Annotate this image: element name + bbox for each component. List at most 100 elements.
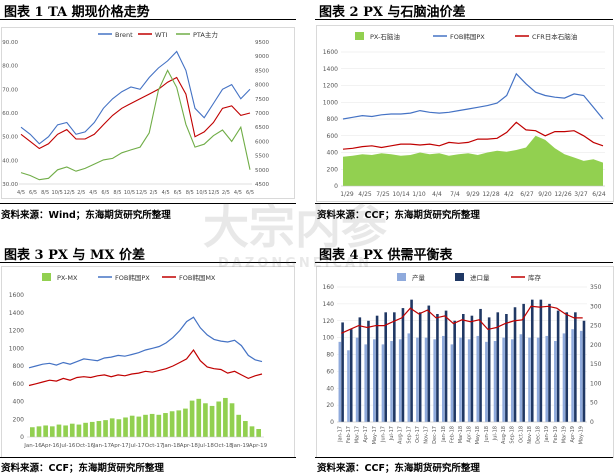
bar-进口量 bbox=[513, 307, 517, 422]
x-tick: 4/5 bbox=[234, 190, 242, 196]
x-tick: Jul-16 bbox=[59, 443, 76, 449]
series-line-库存 bbox=[341, 305, 583, 334]
y-tick: 600 bbox=[13, 381, 25, 388]
bar-产量 bbox=[476, 335, 480, 422]
x-tick: 6/5 bbox=[29, 190, 37, 196]
x-tick: Oct-16 bbox=[76, 443, 95, 449]
legend-label-2: FOB韩国MX bbox=[179, 273, 216, 282]
bar-进口量 bbox=[384, 312, 387, 422]
y-tick: 1000 bbox=[323, 99, 338, 106]
y-left-tick: 90.00 bbox=[2, 40, 18, 46]
panel-1-source-rule bbox=[0, 203, 296, 204]
x-tick: Jan-18 bbox=[162, 443, 181, 449]
x-tick: 4/5 bbox=[162, 190, 170, 196]
x-tick: 2/5 bbox=[222, 190, 230, 196]
y-right-tick: 5000 bbox=[255, 168, 269, 174]
x-tick: Jan-16 bbox=[23, 443, 42, 449]
x-tick: Oct-18 bbox=[518, 426, 524, 443]
bar-PX-MX bbox=[236, 414, 242, 437]
y-left-tick: 140 bbox=[323, 301, 335, 308]
panel-1-title: 图表 1 TA 期现价格走势 bbox=[4, 5, 150, 20]
bar-PX-MX bbox=[203, 403, 208, 437]
x-tick: Jul-17 bbox=[389, 426, 395, 441]
y-left-tick: 120 bbox=[323, 318, 335, 325]
bar-PX-MX bbox=[183, 408, 188, 437]
bar-PX-MX bbox=[103, 420, 108, 437]
x-tick: Dec-18 bbox=[536, 426, 542, 444]
x-tick: May-18 bbox=[475, 426, 481, 444]
bar-产量 bbox=[467, 339, 471, 422]
x-tick: Jan-17 bbox=[337, 426, 343, 443]
x-tick: Aug-18 bbox=[501, 426, 507, 444]
x-tick: 4/5 bbox=[89, 190, 97, 196]
bar-产量 bbox=[364, 344, 367, 422]
x-tick: Jan-19 bbox=[231, 443, 250, 449]
y-tick: 400 bbox=[327, 150, 339, 157]
y-tick: 600 bbox=[327, 133, 339, 140]
x-tick: Aug-17 bbox=[398, 426, 404, 444]
x-tick: 4/4 bbox=[432, 191, 442, 198]
y-tick: 200 bbox=[327, 166, 339, 173]
y-left-tick: 0 bbox=[330, 419, 334, 426]
bar-PX-MX bbox=[243, 421, 248, 437]
chart-2-frame: PX-石脑油 FOB韩国PX CFR日本石脑油 0 200 400 600 800 1000 12… bbox=[316, 25, 614, 202]
chart-3: PX-MX FOB韩国PX FOB韩国MX 0 200 400 600 800 1000 1200… bbox=[9, 273, 268, 449]
y-tick: 800 bbox=[13, 363, 25, 370]
bar-产量 bbox=[519, 334, 523, 422]
x-tick: Apr-16 bbox=[41, 443, 60, 449]
x-tick: Jun-18 bbox=[484, 426, 490, 443]
y-right-tick: 9000 bbox=[255, 54, 269, 60]
y-right-tick: 9500 bbox=[255, 40, 269, 46]
x-tick: Apr-18 bbox=[180, 443, 199, 449]
bar-PX-MX bbox=[136, 416, 142, 437]
y-tick: 200 bbox=[13, 416, 25, 423]
series-line-FOB韩国MX bbox=[28, 348, 263, 387]
chart-2: PX-石脑油 FOB韩国PX CFR日本石脑油 0 200 400 600 800 1000 12… bbox=[323, 32, 606, 198]
bar-进口量 bbox=[556, 310, 560, 422]
bar-进口量 bbox=[367, 320, 370, 422]
y-tick: 1200 bbox=[323, 83, 338, 90]
bar-PX-MX bbox=[76, 424, 82, 437]
panel-1-source: 资料来源：Wind；东海期货研究所整理 bbox=[1, 210, 171, 221]
x-tick: 7/4 bbox=[450, 191, 460, 198]
x-tick: 9/20 bbox=[538, 191, 552, 198]
panel-4-title-rule bbox=[315, 262, 613, 263]
y-right-tick: 6000 bbox=[255, 139, 269, 145]
x-tick: Jan-18 bbox=[441, 426, 447, 443]
series-line-PTA主力 bbox=[20, 69, 251, 181]
y-tick: 1600 bbox=[323, 49, 338, 56]
bar-产量 bbox=[554, 341, 557, 422]
x-tick: Jul-18 bbox=[492, 426, 498, 441]
bar-产量 bbox=[485, 341, 488, 422]
bar-PX-MX bbox=[216, 401, 222, 437]
y-left-tick: 40.00 bbox=[2, 158, 18, 164]
bar-PX-MX bbox=[63, 425, 68, 437]
y-right-tick: 100 bbox=[590, 380, 602, 387]
legend-label-1: FOB韩国PX bbox=[115, 273, 150, 282]
x-tick: Sep-18 bbox=[510, 426, 516, 444]
bar-进口量 bbox=[496, 312, 500, 422]
x-tick: 12/5 bbox=[136, 190, 147, 196]
bar-进口量 bbox=[393, 312, 396, 422]
x-tick: Apr-19 bbox=[249, 443, 268, 449]
y-left-tick: 30.00 bbox=[2, 182, 18, 188]
series-line-FOB韩国PX bbox=[28, 316, 263, 369]
bar-进口量 bbox=[539, 299, 543, 422]
x-tick: Apr-18 bbox=[467, 426, 473, 443]
bar-PX-MX bbox=[156, 414, 162, 437]
x-tick: 12/26 bbox=[554, 191, 571, 198]
x-tick: Jul-17 bbox=[128, 443, 145, 449]
bar-PX-MX bbox=[149, 413, 155, 437]
chart-1-frame: Brent WTI PTA主力 30.00 40.00 50.00 60.00 70.00 80… bbox=[1, 27, 295, 199]
panel-2-source-rule bbox=[315, 203, 613, 204]
y-tick: 800 bbox=[327, 116, 339, 123]
x-tick: Oct-18 bbox=[214, 443, 233, 449]
bar-PX-MX bbox=[163, 413, 168, 437]
x-tick: 9/29 bbox=[466, 191, 480, 198]
series-line-Brent bbox=[20, 50, 251, 145]
chart-3-frame: PX-MX FOB韩国PX FOB韩国MX 0 200 400 600 800 1000 1200… bbox=[1, 266, 295, 458]
panel-2-source: 资料来源：CCF；东海期货研究所整理 bbox=[317, 210, 480, 221]
bar-产量 bbox=[459, 337, 462, 422]
panel-3-source-rule bbox=[0, 457, 296, 458]
bar-产量 bbox=[442, 335, 445, 422]
